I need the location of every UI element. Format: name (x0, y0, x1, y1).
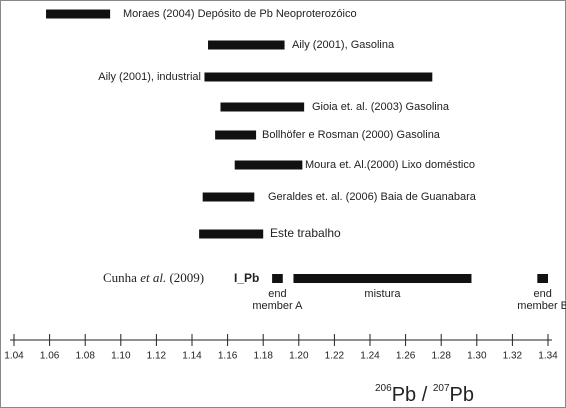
group-label: Cunha et al. (2009) (103, 270, 204, 285)
range-label: Este trabalho (270, 226, 341, 240)
segment-label: member B (517, 300, 566, 312)
x-tick-label: 1.08 (75, 351, 95, 362)
range-bar (204, 72, 433, 82)
x-tick-label: 1.12 (147, 351, 167, 362)
range-label: Moraes (2004) Depósito de Pb Neoproteroz… (123, 8, 357, 20)
x-tick-label: 1.06 (40, 351, 60, 362)
x-tick-label: 1.20 (289, 351, 309, 362)
x-tick-label: 1.10 (111, 351, 131, 362)
segment-bar (293, 274, 472, 283)
x-axis-title: 206Pb / 207Pb (375, 383, 474, 407)
segment-label: mistura (364, 288, 401, 300)
range-bar (234, 160, 303, 170)
group-label-part: (2009) (166, 270, 204, 285)
range-label: Geraldes et. al. (2006) Baia de Guanabar… (268, 191, 477, 203)
x-tick-label: 1.14 (182, 351, 202, 362)
range-label: Gioia et. al. (2003) Gasolina (312, 101, 450, 113)
x-tick-label: 1.30 (467, 351, 487, 362)
group-label-part: et al. (140, 270, 166, 285)
range-bar (202, 192, 255, 202)
x-tick-label: 1.16 (218, 351, 238, 362)
x-tick-label: 1.04 (4, 351, 24, 362)
x-tick-label: 1.28 (431, 351, 451, 362)
range-bar (220, 102, 305, 112)
range-bar (46, 9, 111, 19)
x-tick-label: 1.32 (503, 351, 523, 362)
segment-bar (537, 274, 548, 283)
range-bar (199, 229, 264, 239)
x-tick-label: 1.34 (538, 351, 558, 362)
range-label: Aily (2001), Gasolina (292, 39, 395, 51)
x-tick-label: 1.22 (325, 351, 345, 362)
x-tick-label: 1.26 (396, 351, 416, 362)
range-bar (215, 130, 257, 140)
x-tick-label: 1.18 (253, 351, 273, 362)
range-label: Aily (2001), industrial (98, 71, 201, 83)
range-bar (208, 40, 285, 50)
segment-label: member A (252, 300, 303, 312)
group-label-part: Cunha (103, 270, 140, 285)
group-tag: I_Pb (234, 271, 259, 285)
segment-bar (272, 274, 283, 283)
range-label: Moura et. Al.(2000) Lixo doméstico (305, 159, 475, 171)
range-label: Bollhöfer e Rosman (2000) Gasolina (262, 129, 441, 141)
segment-label: end (533, 288, 551, 300)
x-tick-label: 1.24 (360, 351, 380, 362)
segment-label: end (268, 288, 286, 300)
